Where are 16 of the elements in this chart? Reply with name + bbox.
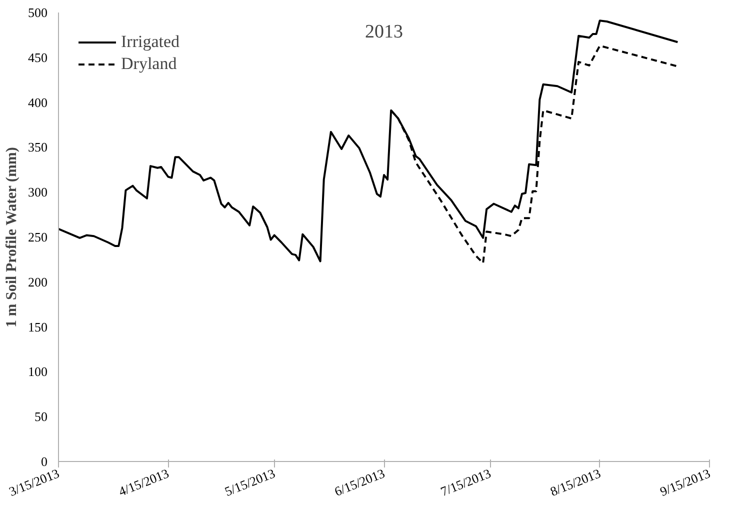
y-tick-label: 400	[28, 94, 48, 110]
text: 2013	[365, 22, 403, 42]
legend-label: Dryland	[121, 54, 177, 74]
y-tick-label: 50	[34, 409, 48, 424]
y-tick-label: 500	[28, 5, 48, 20]
y-tick-label: 350	[28, 140, 48, 155]
y-tick-label: 200	[28, 274, 48, 290]
y-tick-label: 450	[28, 50, 48, 65]
y-tick-label: 150	[28, 319, 48, 334]
y-tick-label: 0	[41, 454, 48, 469]
line-series	[58, 20, 679, 262]
y-tick-label: 100	[28, 364, 48, 380]
y-tick-label: 300	[28, 184, 48, 200]
y-axis-title: 1 m Soil Profile Water (mm)	[4, 147, 20, 328]
legend-label: Irrigated	[121, 32, 180, 52]
y-tick-label: 250	[28, 230, 48, 244]
